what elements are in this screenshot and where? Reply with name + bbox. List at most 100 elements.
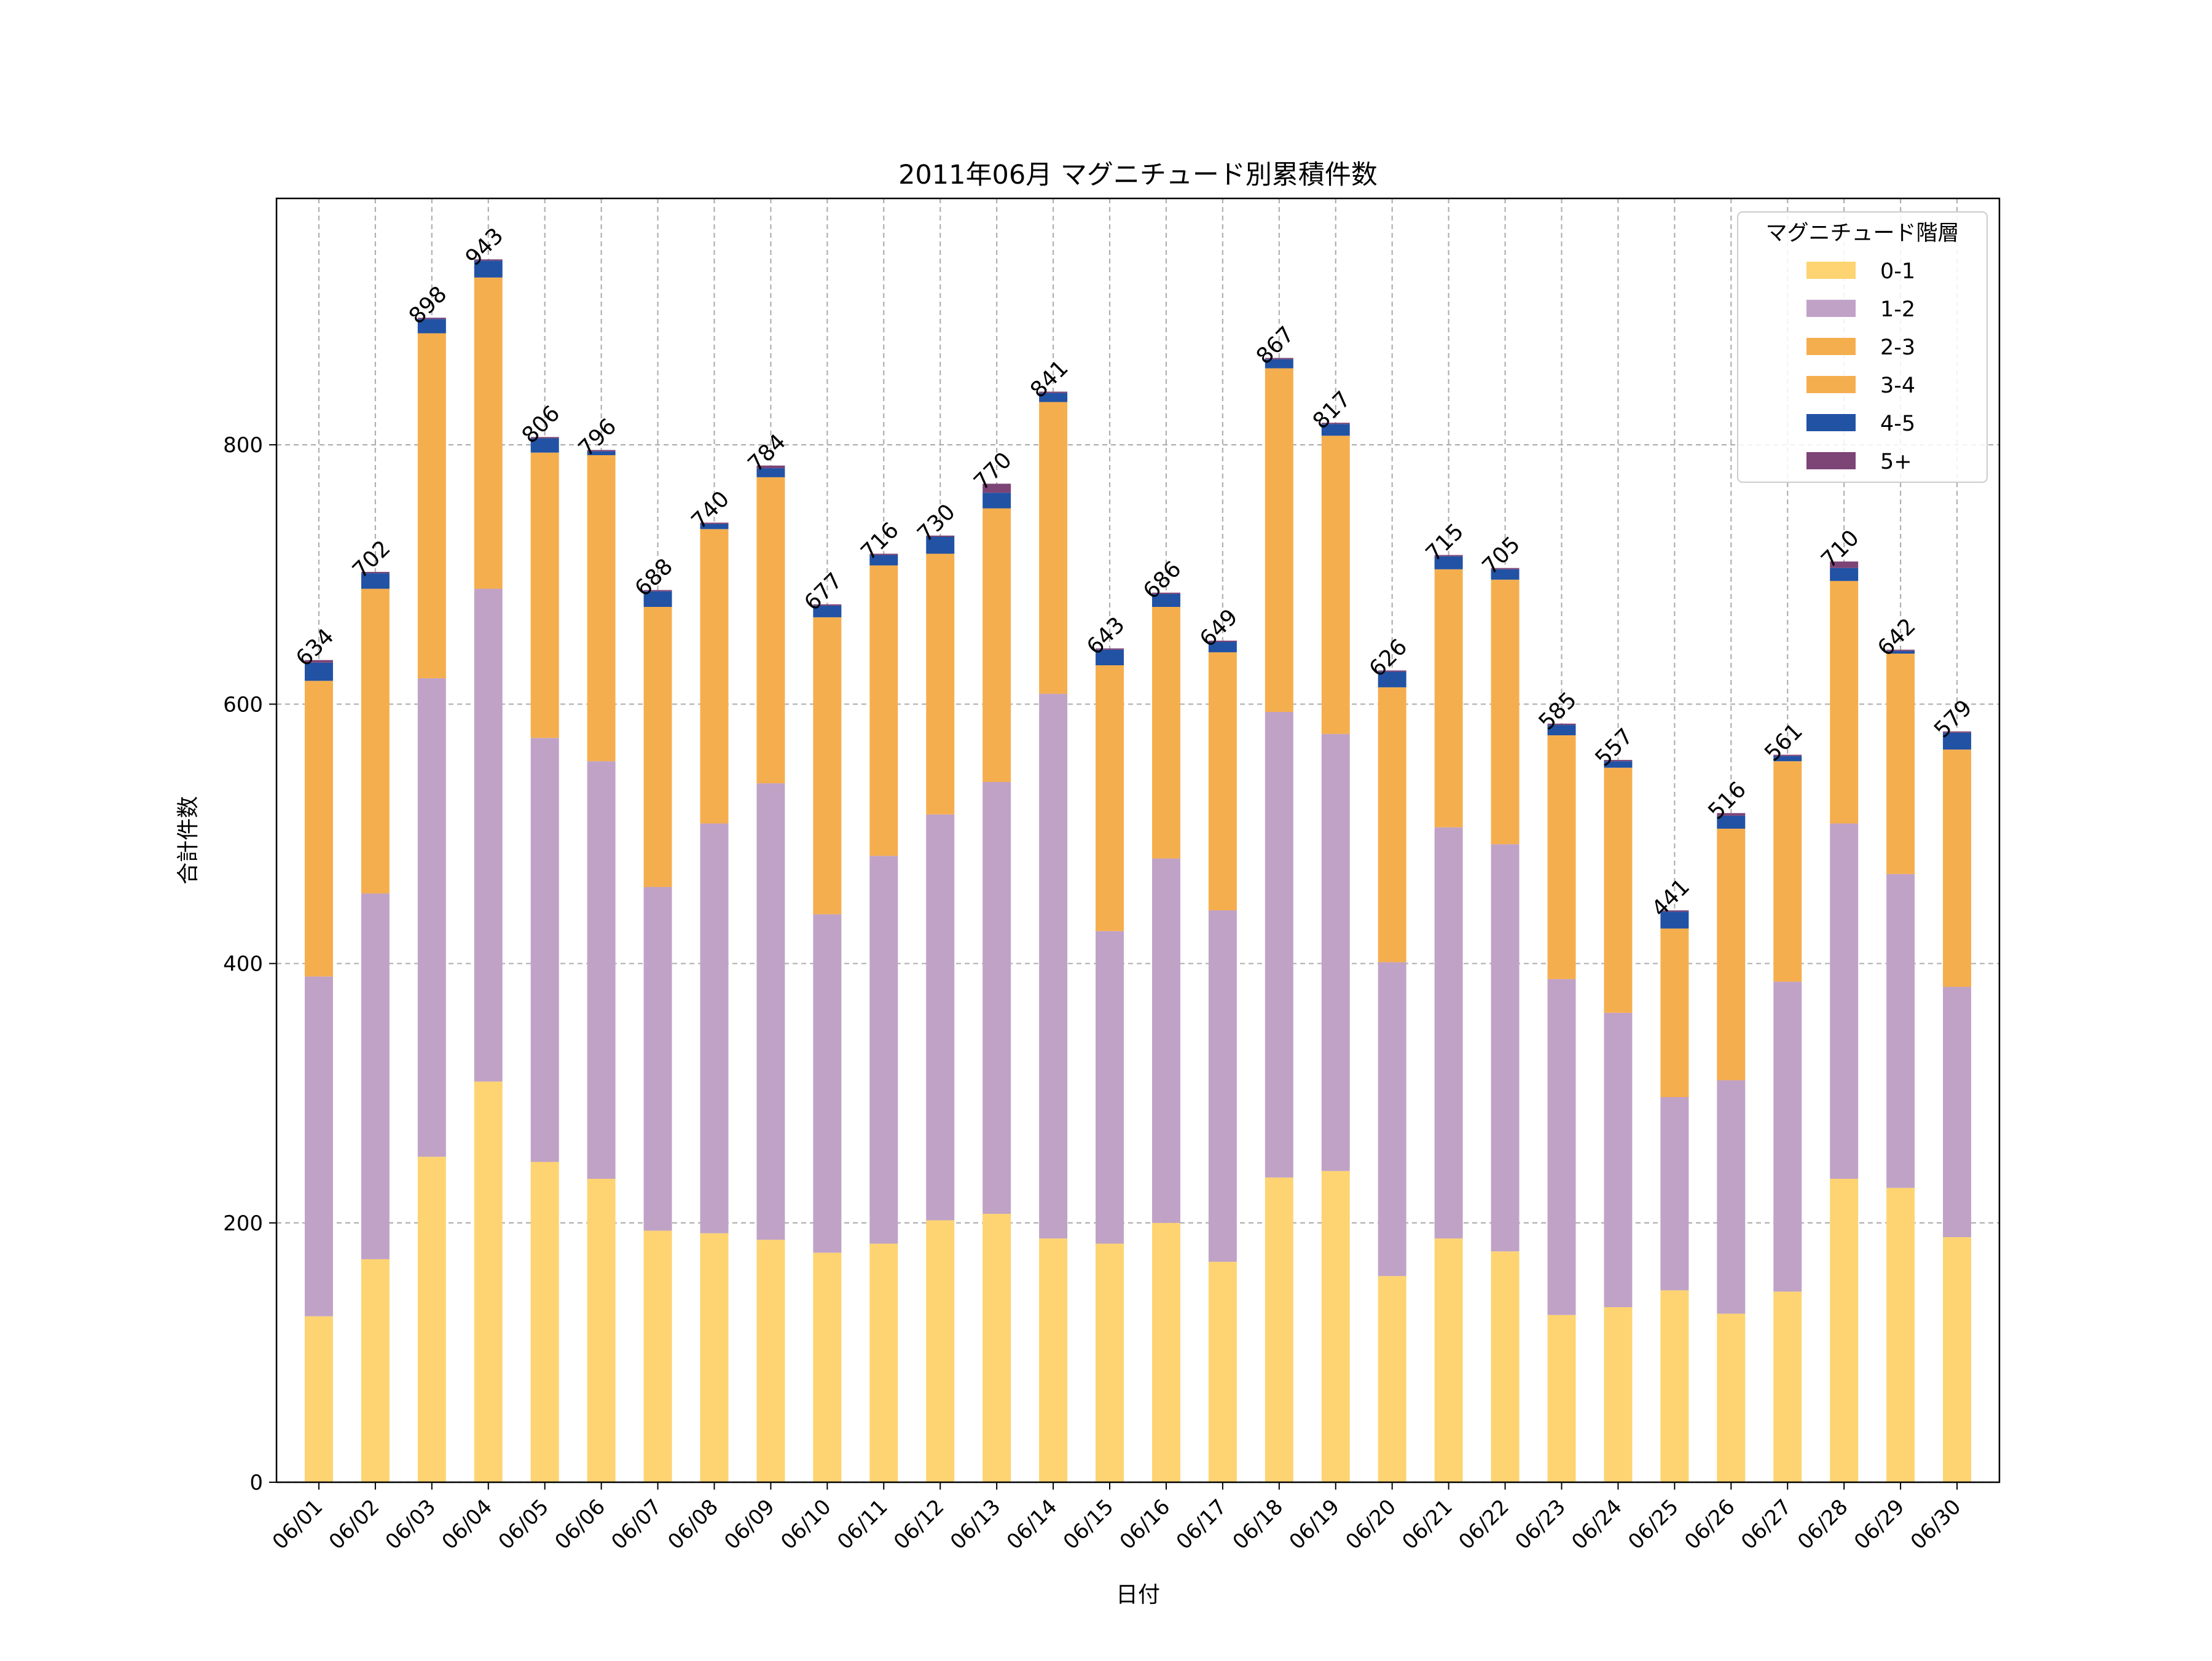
bar-segment-1-2	[1491, 844, 1520, 1252]
bar-segment-2-3	[1886, 654, 1915, 874]
bar-segment-4-5	[1265, 359, 1293, 369]
legend-swatch-1-2	[1806, 300, 1856, 317]
bar-segment-4-5	[1717, 815, 1746, 829]
bar-segment-0-1	[587, 1179, 616, 1482]
bar-segment-1-2	[1265, 712, 1293, 1178]
bar-segment-5+	[1886, 649, 1915, 651]
bar-segment-2-3	[304, 681, 333, 977]
x-tick-label: 06/06	[550, 1495, 610, 1555]
bar-segment-2-3	[1773, 761, 1802, 982]
bar-segment-0-1	[813, 1253, 842, 1482]
bar-segment-2-3	[1208, 652, 1237, 910]
legend-swatch-2-3	[1806, 338, 1856, 355]
bar-segment-4-5	[417, 319, 446, 334]
bar-segment-5+	[1773, 754, 1802, 756]
bar-segment-5+	[813, 604, 842, 606]
legend-label-2-3: 2-3	[1880, 335, 1915, 360]
bar-segment-5+	[869, 553, 898, 555]
plot-frame	[275, 197, 2001, 1483]
bar-segment-0-1	[982, 1214, 1011, 1482]
bar-segment-0-1	[474, 1081, 503, 1482]
bar-segment-2-3	[1265, 368, 1293, 712]
bar-segment-0-1	[304, 1316, 333, 1482]
x-tick-label: 06/30	[1906, 1495, 1966, 1555]
bar-segment-4-5	[1886, 651, 1915, 654]
bar-segment-2-3	[1096, 665, 1124, 931]
bar-segment-4-5	[813, 605, 842, 617]
x-tick-label: 06/13	[946, 1495, 1006, 1555]
bar-segment-4-5	[1830, 568, 1859, 581]
bar-segment-5+	[1491, 568, 1520, 569]
bar-segment-1-2	[361, 893, 390, 1259]
bar-segment-0-1	[1886, 1187, 1915, 1482]
bar-segment-4-5	[530, 438, 559, 453]
bar-segment-5+	[1321, 423, 1350, 424]
bar-segment-5+	[1604, 760, 1633, 762]
bar-segment-1-2	[587, 761, 616, 1179]
bar-segment-5+	[1039, 391, 1068, 393]
bar-segment-0-1	[417, 1157, 446, 1482]
legend: マグニチュード階層 0-1 1-2 2-3 3-4 4-5 5+	[1737, 211, 1988, 483]
bar-segment-1-2	[1151, 858, 1180, 1223]
bar-segment-5+	[1096, 648, 1124, 650]
y-tick-label: 200	[223, 1211, 263, 1236]
bar-segment-5+	[1208, 640, 1237, 642]
bar-segment-0-1	[1321, 1171, 1350, 1482]
bar-segment-5+	[474, 259, 503, 261]
bar-segment-2-3	[1151, 607, 1180, 859]
bar-segment-0-1	[1491, 1251, 1520, 1482]
bar-segment-4-5	[361, 573, 390, 589]
y-tick-label: 400	[223, 952, 263, 977]
bar-segment-2-3	[361, 588, 390, 894]
x-tick-label: 06/08	[663, 1495, 723, 1555]
bar-segment-2-3	[1039, 402, 1068, 694]
bar-segment-5+	[1434, 555, 1463, 557]
legend-label-3-4: 3-4	[1880, 373, 1915, 398]
x-tick-label: 06/19	[1285, 1495, 1345, 1555]
bar-segment-1-2	[926, 814, 955, 1221]
bar-segment-5+	[1265, 358, 1293, 359]
bar-segment-1-2	[1886, 873, 1915, 1188]
bar-segment-0-1	[756, 1240, 785, 1482]
bar-segment-2-3	[869, 565, 898, 856]
bar-segment-1-2	[1378, 962, 1406, 1276]
bar-segment-1-2	[813, 914, 842, 1253]
bar-segment-4-5	[1208, 642, 1237, 652]
bar-segment-0-1	[700, 1233, 729, 1482]
bar-segment-5+	[1943, 731, 1972, 733]
bar-segment-4-5	[1660, 912, 1689, 929]
bar-segment-4-5	[926, 537, 955, 554]
bar-segment-2-3	[926, 553, 955, 815]
bar-segment-2-3	[1717, 829, 1746, 1081]
bar-segment-0-1	[1208, 1262, 1237, 1482]
bar-segment-0-1	[1943, 1237, 1972, 1482]
x-tick-label: 06/20	[1341, 1495, 1401, 1555]
bar-segment-2-3	[1547, 735, 1576, 979]
x-tick-label: 06/21	[1397, 1495, 1457, 1555]
bar-segment-0-1	[1039, 1238, 1068, 1482]
bar-segment-2-3	[1604, 767, 1633, 1013]
bar-segment-5+	[1378, 670, 1406, 672]
x-tick-label: 06/26	[1680, 1495, 1740, 1555]
bar-segment-4-5	[1943, 732, 1972, 750]
bar-segment-0-1	[1773, 1291, 1802, 1482]
x-tick-label: 06/25	[1623, 1495, 1684, 1555]
bar-segment-5+	[1547, 724, 1576, 725]
legend-label-1-2: 1-2	[1880, 297, 1915, 322]
x-tick-label: 06/07	[606, 1495, 667, 1555]
bar-segment-4-5	[1434, 556, 1463, 569]
x-tick-label: 06/18	[1228, 1495, 1288, 1555]
bar-segment-4-5	[1491, 569, 1520, 580]
bar-segment-1-2	[756, 783, 785, 1240]
bar-segment-4-5	[1604, 761, 1633, 768]
bar-segment-2-3	[982, 508, 1011, 782]
y-axis-title: 合計件数	[176, 796, 201, 885]
legend-swatch-0-1	[1806, 262, 1856, 279]
bar-segment-4-5	[1378, 671, 1406, 687]
bar-segment-1-2	[1660, 1097, 1689, 1291]
bar-segment-4-5	[304, 662, 333, 681]
bar-segment-1-2	[1321, 733, 1350, 1171]
bar-segment-2-3	[1943, 749, 1972, 987]
bar-segment-0-1	[1660, 1290, 1689, 1482]
